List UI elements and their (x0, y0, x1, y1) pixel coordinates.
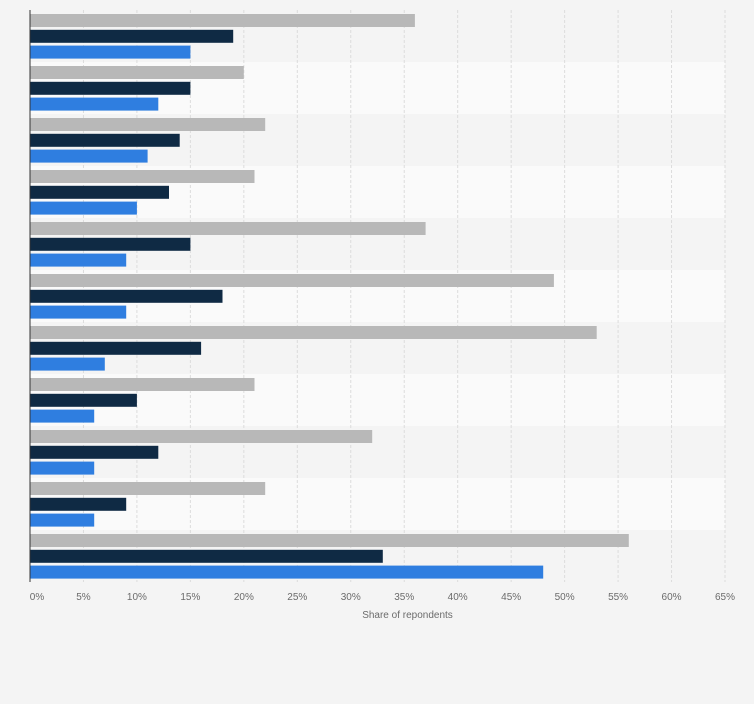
bars (30, 14, 629, 579)
x-tick-label: 60% (662, 592, 682, 603)
x-tick-label: 50% (555, 592, 575, 603)
bar-series-1 (30, 274, 554, 287)
bar-series-1 (30, 118, 266, 131)
bar-series-2 (30, 341, 202, 355)
bar-series-1 (30, 14, 415, 27)
bar-series-3 (30, 565, 544, 579)
bar-series-2 (30, 497, 127, 511)
bar-series-3 (30, 253, 127, 267)
x-tick-label: 0% (30, 592, 45, 603)
x-tick-label: 40% (448, 592, 468, 603)
bar-series-2 (30, 185, 169, 199)
bar-series-1 (30, 66, 244, 79)
bar-series-2 (30, 81, 191, 95)
x-tick-label: 45% (501, 592, 521, 603)
bar-series-1 (30, 534, 629, 547)
bar-series-3 (30, 45, 191, 59)
bar-series-1 (30, 430, 373, 443)
bar-series-3 (30, 97, 159, 111)
x-tick-label: 35% (394, 592, 414, 603)
bar-series-2 (30, 445, 159, 459)
bar-series-3 (30, 201, 137, 215)
bar-series-3 (30, 513, 95, 527)
x-tick-label: 55% (608, 592, 628, 603)
bar-series-2 (30, 29, 234, 43)
x-tick-label: 30% (341, 592, 361, 603)
x-tick-label: 5% (76, 592, 91, 603)
bar-series-3 (30, 461, 95, 475)
x-tick-label: 15% (180, 592, 200, 603)
bar-series-1 (30, 326, 597, 339)
bar-series-2 (30, 237, 191, 251)
x-tick-label: 10% (127, 592, 147, 603)
bar-series-1 (30, 482, 266, 495)
bar-series-3 (30, 305, 127, 319)
x-axis-title: Share of repondents (362, 610, 453, 621)
bar-series-1 (30, 170, 255, 183)
bar-series-3 (30, 357, 105, 371)
bar-series-2 (30, 133, 180, 147)
x-tick-label: 25% (287, 592, 307, 603)
bar-series-1 (30, 222, 426, 235)
bar-series-1 (30, 378, 255, 391)
bar-series-3 (30, 409, 95, 423)
bar-series-3 (30, 149, 148, 163)
bar-series-2 (30, 289, 223, 303)
bar-series-2 (30, 549, 383, 563)
bar-series-2 (30, 393, 137, 407)
x-tick-label: 20% (234, 592, 254, 603)
x-axis-ticks: 0% 5% 10% 15% 20% 25% 30% 35% 40% 45% 50% 55% 60% 65% (30, 592, 735, 603)
x-tick-label: 65% (715, 592, 735, 603)
